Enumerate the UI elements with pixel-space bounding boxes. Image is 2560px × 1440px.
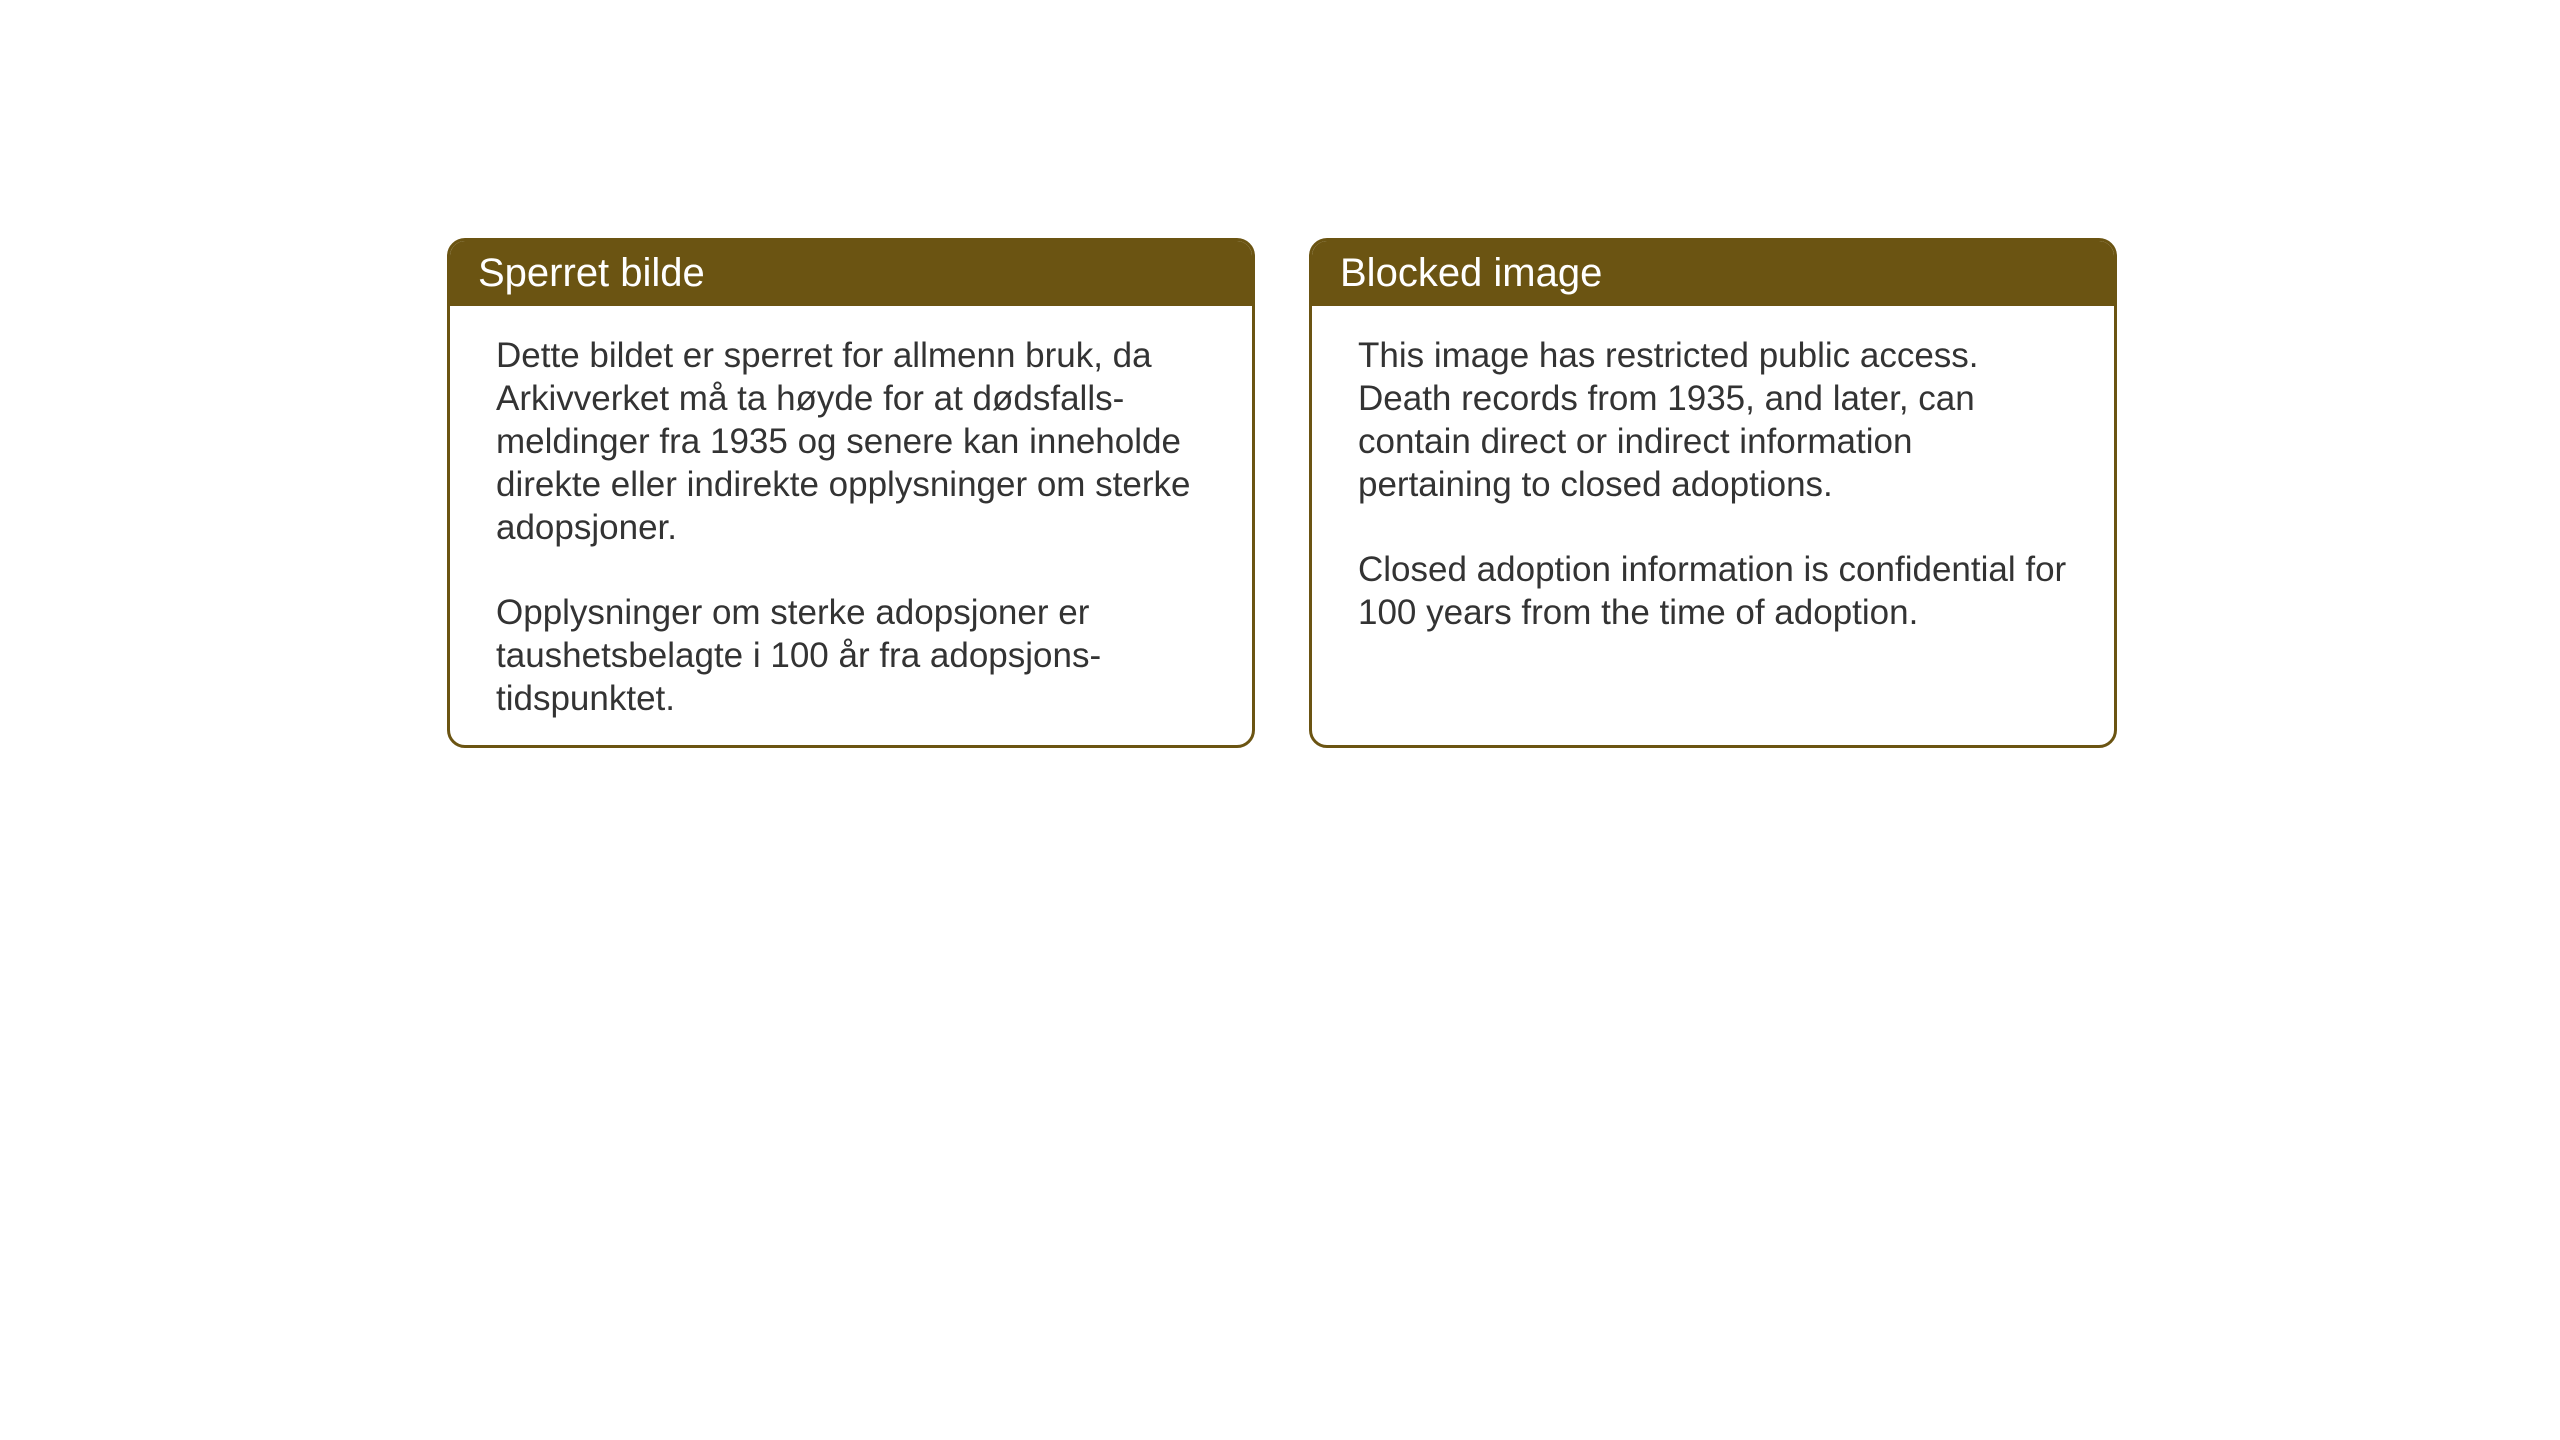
card-english: Blocked image This image has restricted … <box>1309 238 2117 748</box>
card-norwegian: Sperret bilde Dette bildet er sperret fo… <box>447 238 1255 748</box>
card-para1-norwegian: Dette bildet er sperret for allmenn bruk… <box>496 334 1206 549</box>
card-body-english: This image has restricted public access.… <box>1312 306 2114 662</box>
card-title-english: Blocked image <box>1340 251 1602 295</box>
cards-container: Sperret bilde Dette bildet er sperret fo… <box>447 238 2117 748</box>
card-para2-norwegian: Opplysninger om sterke adopsjoner er tau… <box>496 591 1206 720</box>
card-header-english: Blocked image <box>1312 241 2114 306</box>
card-body-norwegian: Dette bildet er sperret for allmenn bruk… <box>450 306 1252 748</box>
card-header-norwegian: Sperret bilde <box>450 241 1252 306</box>
card-para1-english: This image has restricted public access.… <box>1358 334 2068 506</box>
card-title-norwegian: Sperret bilde <box>478 251 705 295</box>
card-para2-english: Closed adoption information is confident… <box>1358 548 2068 634</box>
